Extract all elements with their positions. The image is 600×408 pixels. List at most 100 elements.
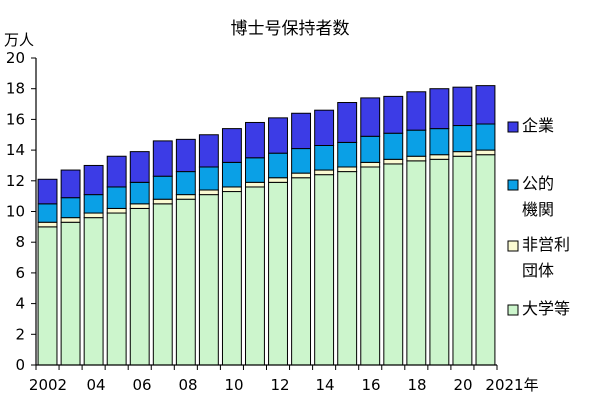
bar-segment-2014-s1 [314, 169, 335, 176]
bar-segment-2018-s3 [406, 91, 427, 131]
legend-label: 企業 [522, 116, 554, 135]
bar-segment-2019-s2 [429, 128, 450, 156]
bar-segment-2004-s2 [83, 194, 104, 214]
bar-segment-2014-s3 [314, 109, 335, 147]
y-tick-label: 0 [15, 356, 25, 374]
y-tick-label: 8 [15, 233, 25, 251]
bar-segment-2009-s2 [198, 166, 219, 191]
bar-segment-2004-s3 [83, 164, 104, 196]
y-tick-label: 14 [6, 141, 25, 159]
bar-segment-2012-s3 [268, 117, 288, 154]
bar-segment-2007-s0 [152, 203, 173, 366]
bar-segment-2019-s1 [429, 154, 450, 160]
x-tick-label: 16 [361, 376, 380, 394]
y-tick-label: 10 [6, 203, 25, 221]
bar-segment-2016-s0 [360, 166, 381, 366]
x-tick-label: 14 [315, 376, 334, 394]
x-tick-label: 06 [132, 376, 151, 394]
bar-segment-2021-s2 [475, 123, 496, 151]
bar-segment-2016-s3 [360, 97, 381, 137]
legend-swatch [507, 179, 519, 191]
bar-segment-2006-s1 [129, 203, 150, 209]
bar-segment-2007-s1 [152, 198, 173, 205]
bar-segment-2011-s1 [245, 181, 265, 188]
bar-segment-2013-s2 [291, 148, 312, 174]
bar-segment-2013-s1 [291, 172, 312, 179]
bar-segment-2020-s1 [452, 151, 473, 157]
bar-segment-2006-s2 [129, 181, 150, 205]
bar-segment-2011-s0 [245, 186, 265, 366]
bar-segment-2019-s3 [429, 88, 450, 130]
y-tick-label: 6 [15, 264, 25, 282]
legend-label: 非営利 [522, 235, 570, 254]
x-tick-label: 2002 [29, 376, 67, 394]
bar-segment-2002-s1 [37, 221, 58, 228]
bar-segment-2013-s3 [291, 112, 312, 150]
bar-segment-2009-s1 [198, 189, 219, 196]
bar-segment-2018-s0 [406, 160, 427, 366]
legend-label: 機関 [522, 200, 554, 219]
bar-segment-2012-s2 [268, 152, 288, 179]
bar-segment-2017-s0 [383, 163, 404, 366]
bar-segment-2016-s2 [360, 135, 381, 163]
bar-segment-2009-s3 [198, 134, 219, 168]
legend-swatch [507, 240, 519, 252]
bars-group [37, 85, 496, 366]
bar-segment-2007-s2 [152, 175, 173, 200]
bar-segment-2009-s0 [198, 194, 219, 366]
bar-segment-2003-s1 [60, 217, 81, 223]
bar-segment-2015-s2 [337, 141, 358, 168]
bar-segment-2008-s0 [175, 198, 196, 366]
bar-segment-2008-s3 [175, 138, 196, 173]
bar-segment-2015-s0 [337, 171, 358, 366]
bar-segment-2002-s3 [37, 178, 58, 205]
bar-segment-2019-s0 [429, 158, 450, 366]
legend-label: 公的 [522, 174, 554, 193]
bar-segment-2005-s2 [106, 186, 127, 209]
x-tick-label: 10 [224, 376, 243, 394]
bar-segment-2003-s3 [60, 169, 81, 199]
bar-segment-2008-s2 [175, 171, 196, 196]
bar-segment-2006-s3 [129, 151, 150, 183]
y-tick-label: 4 [15, 295, 25, 313]
legend-swatch [507, 121, 519, 133]
x-tick-label: 04 [86, 376, 105, 394]
y-tick-label: 12 [6, 172, 25, 190]
y-tick-label: 16 [6, 110, 25, 128]
bar-segment-2003-s0 [60, 221, 81, 366]
bar-segment-2003-s2 [60, 197, 81, 219]
bar-segment-2020-s3 [452, 86, 473, 127]
bar-segment-2014-s2 [314, 144, 335, 171]
bar-segment-2012-s0 [268, 181, 288, 366]
bar-segment-2010-s1 [221, 186, 242, 193]
x-tick-label: 12 [270, 376, 289, 394]
bar-segment-2011-s2 [245, 157, 265, 183]
bar-segment-2021-s0 [475, 154, 496, 366]
bar-segment-2004-s0 [83, 217, 104, 366]
y-tick-label: 2 [15, 325, 25, 343]
chart-title: 博士号保持者数 [231, 19, 350, 39]
bar-segment-2021-s3 [475, 85, 496, 125]
bar-segment-2002-s0 [37, 226, 58, 366]
x-tick-label: 20 [453, 376, 472, 394]
bar-segment-2018-s1 [406, 155, 427, 162]
bar-segment-2008-s1 [175, 194, 196, 200]
bar-segment-2006-s0 [129, 207, 150, 366]
y-tick-label: 20 [6, 49, 25, 67]
bar-segment-2010-s3 [221, 128, 242, 163]
bar-segment-2021-s1 [475, 149, 496, 156]
bar-segment-2020-s2 [452, 125, 473, 153]
y-axis-unit-label: 万人 [4, 31, 34, 49]
bar-segment-2020-s0 [452, 155, 473, 366]
y-tick-label: 18 [6, 80, 25, 98]
axes-group [31, 57, 498, 370]
legend-label: 大学等 [522, 299, 570, 318]
bar-segment-2005-s3 [106, 155, 127, 188]
bar-segment-2002-s2 [37, 203, 58, 223]
bar-segment-2017-s2 [383, 132, 404, 160]
legend-swatch [507, 304, 519, 316]
x-tick-label: 2021年 [485, 376, 538, 394]
